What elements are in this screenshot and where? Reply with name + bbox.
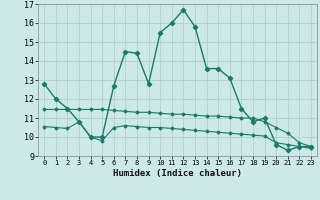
- X-axis label: Humidex (Indice chaleur): Humidex (Indice chaleur): [113, 169, 242, 178]
